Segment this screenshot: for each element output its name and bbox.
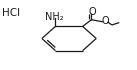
Text: NH₂: NH₂	[45, 12, 63, 22]
Text: O: O	[102, 16, 109, 26]
Text: HCl: HCl	[2, 8, 20, 18]
Text: O: O	[89, 7, 96, 17]
